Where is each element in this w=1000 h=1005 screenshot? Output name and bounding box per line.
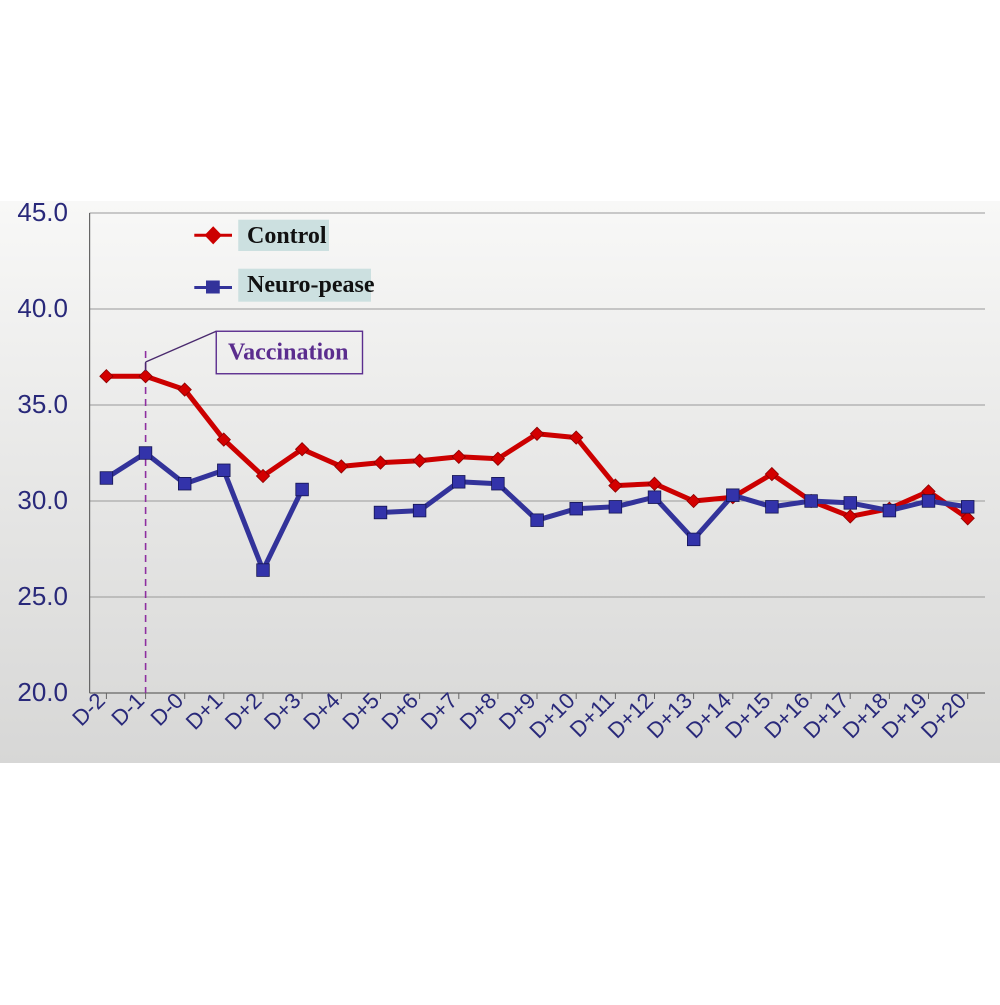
svg-text:30.0: 30.0: [17, 485, 68, 515]
svg-text:45.0: 45.0: [17, 197, 68, 227]
svg-text:35.0: 35.0: [17, 389, 68, 419]
svg-text:25.0: 25.0: [17, 581, 68, 611]
svg-text:20.0: 20.0: [17, 677, 68, 707]
svg-text:Neuro-pease: Neuro-pease: [247, 272, 375, 298]
svg-text:Vaccination: Vaccination: [228, 340, 348, 366]
svg-text:Control: Control: [247, 223, 327, 249]
svg-text:40.0: 40.0: [17, 293, 68, 323]
